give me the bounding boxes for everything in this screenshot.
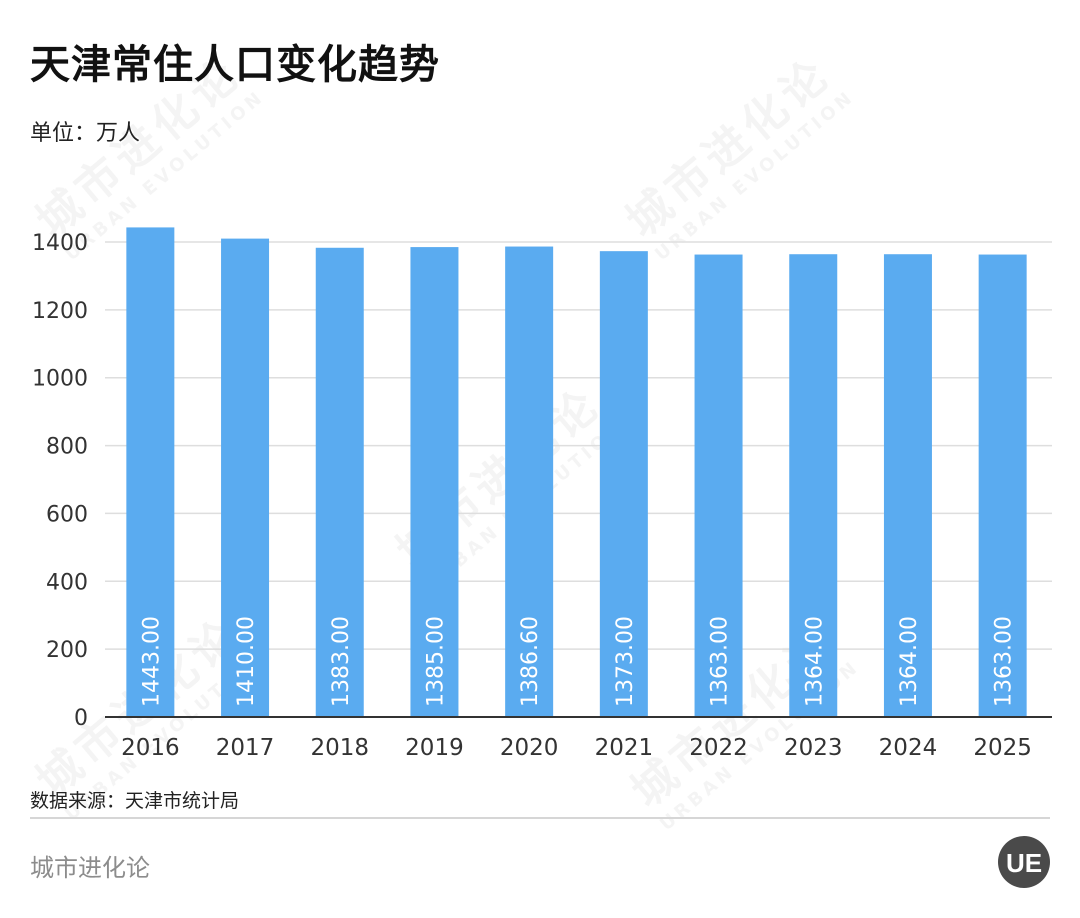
brand-logo-text: UE [1006,848,1042,878]
bar-2020 [505,246,554,717]
bar-2019 [410,247,459,717]
bar-2025 [978,254,1027,717]
bar-2023 [789,254,838,717]
data-label: 1410.00 [234,616,259,707]
y-tick-label: 0 [74,706,88,731]
data-label: 1364.00 [802,616,827,707]
x-tick-label: 2016 [121,735,180,761]
data-label: 1364.00 [897,616,922,707]
y-tick-label: 1200 [32,299,88,324]
data-label: 1373.00 [613,616,638,707]
bar-2022 [694,254,743,717]
x-tick-label: 2024 [879,735,938,761]
data-label: 1443.00 [139,616,164,707]
brand-name: 城市进化论 [30,854,150,882]
x-tick-label: 2022 [689,735,748,761]
x-tick-label: 2020 [500,735,559,761]
y-tick-label: 1400 [32,231,88,256]
bar-2024 [883,254,932,717]
x-tick-label: 2018 [310,735,369,761]
y-tick-label: 600 [46,502,88,527]
data-label: 1385.00 [423,616,448,707]
x-tick-label: 2017 [216,735,275,761]
bar-chart: 0 200 400 600 800 1000 1200 1400 1443.00 2016 1410… [32,227,1052,761]
bar-2017 [221,238,270,717]
bar-2018 [315,247,364,717]
x-tick-label: 2021 [595,735,654,761]
y-tick-label: 200 [46,638,88,663]
footer-divider [30,817,1050,819]
data-label: 1363.00 [992,616,1017,707]
x-tick-label: 2025 [973,735,1032,761]
x-tick-label: 2023 [784,735,843,761]
y-tick-label: 800 [46,435,88,460]
bar-2016 [126,227,175,718]
data-label: 1386.60 [518,616,543,707]
data-source: 数据来源：天津市统计局 [30,790,240,812]
bar-2021 [599,251,648,718]
y-tick-label: 1000 [32,367,88,392]
data-label: 1363.00 [708,616,733,707]
x-tick-label: 2019 [405,735,464,761]
y-tick-label: 400 [46,570,88,595]
brand-logo-icon: UE [998,836,1050,888]
data-label: 1383.00 [329,616,354,707]
unit-label: 单位：万人 [30,121,141,146]
chart-title: 天津常住人口变化趋势 [30,42,440,88]
